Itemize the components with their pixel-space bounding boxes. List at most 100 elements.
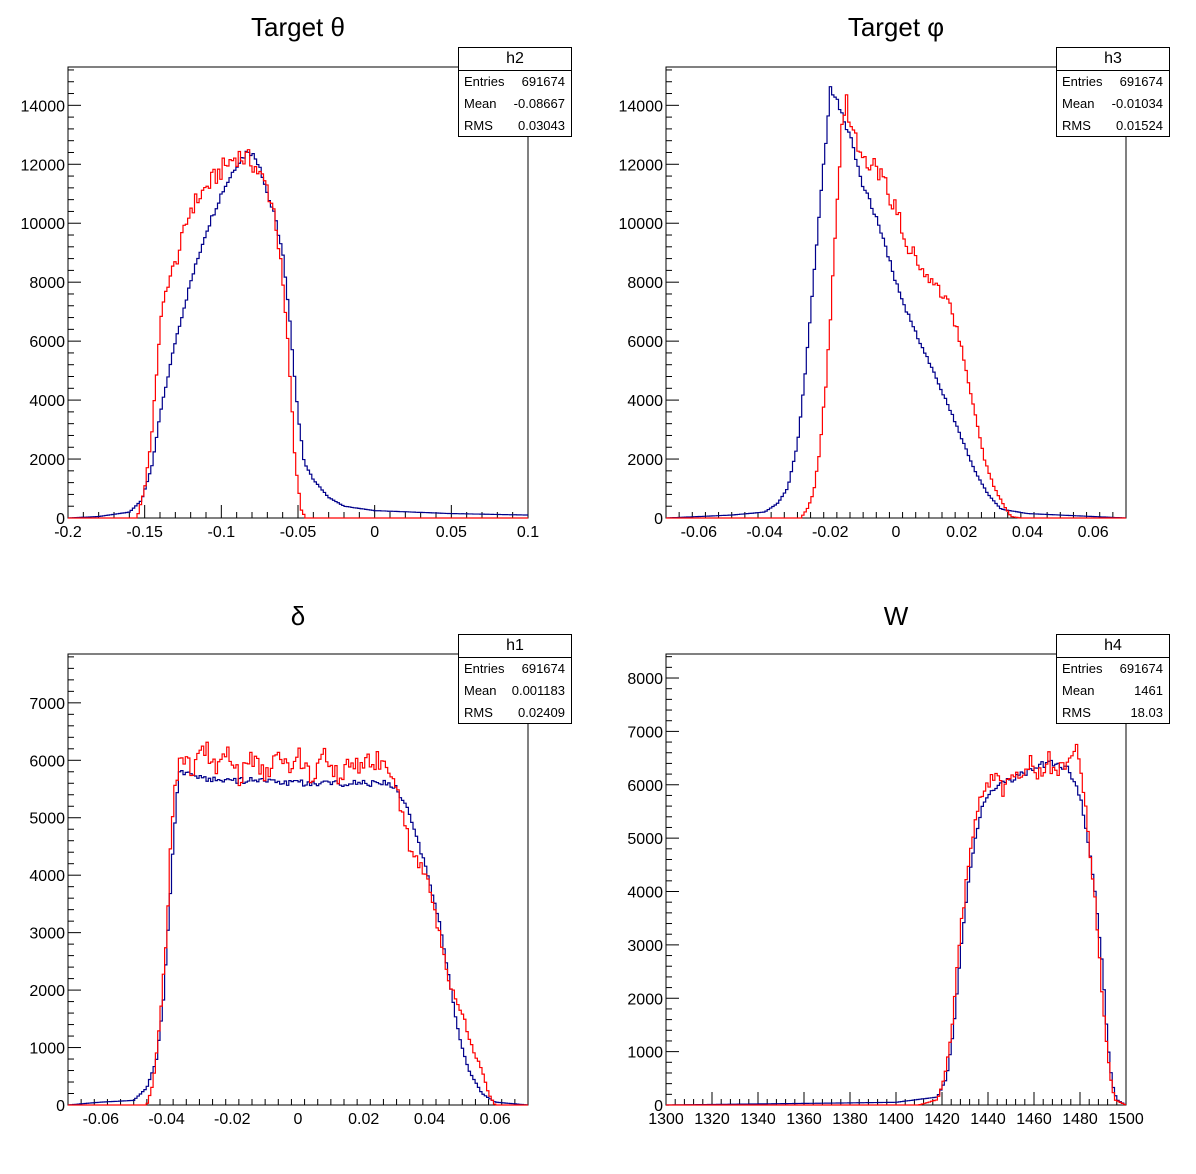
x-tick-label: 0.04 xyxy=(1012,524,1043,541)
x-tick-label: -0.06 xyxy=(681,524,718,541)
histogram-plot: -0.06 -0.04 -0.02 0 0.02 0.04 0.06 0 1000 2000 300… xyxy=(29,653,529,1128)
x-tick-label: 0 xyxy=(892,524,901,541)
y-tick-label: 2000 xyxy=(627,991,663,1008)
stats-rms-label: RMS xyxy=(464,118,493,133)
x-tick-label: 0.06 xyxy=(1078,524,1109,541)
histogram-series-blue xyxy=(666,759,1126,1106)
y-tick-label: 6000 xyxy=(29,753,65,770)
histogram-plot: 1300 1320 1340 1360 1380 1400 1420 1440 1460 1480… xyxy=(627,653,1144,1128)
y-tick-label: 6000 xyxy=(627,778,663,795)
x-tick-label: 0.02 xyxy=(348,1111,379,1128)
histogram-plot: -0.06 -0.04 -0.02 0 0.02 0.04 0.06 0 2000 4000 600… xyxy=(619,66,1127,541)
y-tick-label: 8000 xyxy=(29,275,65,292)
stats-box: h3 Entries 691674 Mean -0.01034 RMS 0.01524 xyxy=(1056,47,1170,137)
x-tick-label: 0 xyxy=(370,524,379,541)
stats-mean-label: Mean xyxy=(1062,683,1095,698)
x-tick-label: 0.05 xyxy=(436,524,467,541)
stats-entries-label: Entries xyxy=(464,661,505,676)
stats-mean-value: 1461 xyxy=(1134,683,1163,698)
y-tick-label: 1000 xyxy=(29,1041,65,1058)
plot-frame xyxy=(665,66,1127,519)
y-tick-label: 6000 xyxy=(29,334,65,351)
x-tick-label: -0.2 xyxy=(54,524,82,541)
stats-histogram-name: h2 xyxy=(459,48,571,71)
plot-frame xyxy=(67,653,529,1106)
stats-entries-value: 691674 xyxy=(521,74,565,89)
chart-title: W xyxy=(883,601,909,631)
x-tick-label: -0.05 xyxy=(280,524,317,541)
x-tick-label: 1340 xyxy=(740,1111,776,1128)
stats-rms-value: 0.03043 xyxy=(518,118,565,133)
x-tick-label: 0.1 xyxy=(517,524,539,541)
histogram-series-red xyxy=(666,743,1126,1106)
stats-rms-value: 0.02409 xyxy=(518,705,565,720)
stats-rms-label: RMS xyxy=(464,705,493,720)
x-tick-label: 1380 xyxy=(832,1111,868,1128)
y-tick-label: 8000 xyxy=(627,671,663,688)
chart-title: δ xyxy=(290,601,306,631)
x-tick-label: -0.06 xyxy=(83,1111,120,1128)
y-tick-label: 7000 xyxy=(627,724,663,741)
stats-entries-value: 691674 xyxy=(1119,74,1163,89)
stats-box: h4 Entries 691674 Mean 1461 RMS 18.03 xyxy=(1056,634,1170,724)
chart-title: Target φ xyxy=(847,12,945,42)
y-tick-label: 12000 xyxy=(619,157,664,174)
stats-rms-value: 18.03 xyxy=(1130,705,1163,720)
stats-mean-label: Mean xyxy=(464,96,497,111)
stats-box: h2 Entries 691674 Mean -0.08667 RMS 0.03043 xyxy=(458,47,572,137)
x-tick-label: -0.1 xyxy=(208,524,236,541)
y-tick-label: 5000 xyxy=(29,811,65,828)
stats-mean-value: -0.01034 xyxy=(1111,96,1163,111)
x-tick-label: 1460 xyxy=(1016,1111,1052,1128)
x-tick-label: 1400 xyxy=(878,1111,914,1128)
histogram-series-red xyxy=(68,149,528,519)
x-tick-label: 0 xyxy=(294,1111,303,1128)
y-tick-label: 4000 xyxy=(627,885,663,902)
stats-rms-label: RMS xyxy=(1062,118,1091,133)
y-tick-label: 7000 xyxy=(29,696,65,713)
chart-panel-target-theta: Target θ -0.2 -0.15 -0.1 -0.05 0 0.05 0.1 0 2000… xyxy=(0,0,598,587)
y-tick-label: 3000 xyxy=(29,926,65,943)
stats-histogram-name: h3 xyxy=(1057,48,1169,71)
x-tick-label: 1320 xyxy=(694,1111,730,1128)
x-tick-label: 0.04 xyxy=(414,1111,445,1128)
x-tick-label: -0.02 xyxy=(214,1111,251,1128)
x-tick-label: 0.06 xyxy=(480,1111,511,1128)
x-tick-label: 1420 xyxy=(924,1111,960,1128)
stats-entries-label: Entries xyxy=(464,74,505,89)
stats-mean-value: 0.001183 xyxy=(511,683,565,698)
chart-title: Target θ xyxy=(251,12,345,42)
x-tick-label: -0.02 xyxy=(812,524,849,541)
x-tick-label: 1360 xyxy=(786,1111,822,1128)
stats-rms-label: RMS xyxy=(1062,705,1091,720)
y-tick-label: 10000 xyxy=(21,216,66,233)
chart-panel-w: W 1300 1320 1340 1360 1380 1400 1420 1440 1460 14… xyxy=(598,587,1196,1174)
y-tick-label: 0 xyxy=(654,511,663,528)
histogram-series-red xyxy=(68,741,528,1106)
y-tick-label: 4000 xyxy=(29,393,65,410)
x-tick-label: 1480 xyxy=(1062,1111,1098,1128)
x-tick-label: 1300 xyxy=(648,1111,684,1128)
x-tick-label: 1440 xyxy=(970,1111,1006,1128)
stats-entries-label: Entries xyxy=(1062,74,1103,89)
stats-mean-label: Mean xyxy=(1062,96,1095,111)
stats-mean-label: Mean xyxy=(464,683,497,698)
stats-histogram-name: h4 xyxy=(1057,635,1169,658)
x-tick-label: 1500 xyxy=(1108,1111,1144,1128)
stats-histogram-name: h1 xyxy=(459,635,571,658)
y-tick-label: 0 xyxy=(56,1098,65,1115)
y-tick-label: 3000 xyxy=(627,938,663,955)
y-tick-label: 2000 xyxy=(29,452,65,469)
stats-rms-value: 0.01524 xyxy=(1116,118,1163,133)
y-tick-label: 2000 xyxy=(29,983,65,1000)
stats-entries-value: 691674 xyxy=(521,661,565,676)
x-tick-label: -0.04 xyxy=(746,524,783,541)
y-tick-label: 12000 xyxy=(21,157,66,174)
x-tick-label: 0.02 xyxy=(946,524,977,541)
histogram-series-blue xyxy=(68,150,528,519)
histogram-plot: -0.2 -0.15 -0.1 -0.05 0 0.05 0.1 0 2000 4000 6000 8… xyxy=(21,66,539,541)
histogram-series-blue xyxy=(666,86,1126,519)
histogram-series-blue xyxy=(68,770,528,1106)
stats-entries-label: Entries xyxy=(1062,661,1103,676)
y-tick-label: 14000 xyxy=(619,98,664,115)
